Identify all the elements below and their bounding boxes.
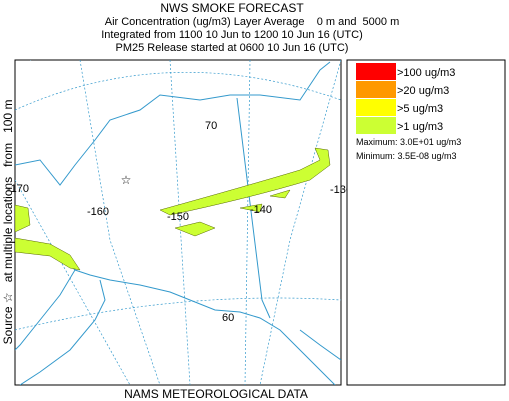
smoke-plume <box>15 237 81 271</box>
coastline <box>299 329 341 361</box>
smoke-plume <box>159 147 331 216</box>
graticule <box>15 71 341 111</box>
legend-swatch <box>356 81 396 98</box>
graticule <box>15 179 131 385</box>
border <box>236 97 271 319</box>
latitude-label: 60 <box>222 312 234 324</box>
coastline <box>15 61 331 186</box>
subtitle: PM25 Release started at 0600 10 Jun 16 (… <box>116 42 349 54</box>
coastline <box>19 279 106 385</box>
longitude-label: -170 <box>7 183 29 195</box>
legend-swatch <box>356 99 396 116</box>
subtitle: Air Concentration (ug/m3) Layer Average … <box>105 16 400 28</box>
source-star: ☆ <box>121 173 132 187</box>
longitude-label: -160 <box>87 206 109 218</box>
legend-swatch <box>356 117 396 134</box>
legend-minimum: Minimum: 3.5E-08 ug/m3 <box>356 151 457 161</box>
legend-swatch <box>356 63 396 80</box>
map-frame <box>14 59 342 386</box>
latitude-label: 70 <box>205 120 217 132</box>
legend-label: >20 ug/m3 <box>397 85 449 97</box>
coastline <box>74 269 336 385</box>
subtitle: Integrated from 1100 10 Jun to 1200 10 J… <box>101 29 363 41</box>
smoke-plume <box>15 204 31 233</box>
longitude-label: -140 <box>250 204 272 216</box>
graticule <box>259 60 341 385</box>
graticule <box>79 60 161 385</box>
graticule <box>15 297 341 331</box>
legend-label: >1 ug/m3 <box>397 121 443 133</box>
legend-label: >5 ug/m3 <box>397 103 443 115</box>
side-label: Source ☆ at multiple locations from 100 … <box>1 100 15 345</box>
smoke-plume <box>174 189 291 237</box>
longitude-label: -150 <box>167 211 189 223</box>
footer: NAMS METEOROLOGICAL DATA <box>124 387 308 401</box>
legend-label: >100 ug/m3 <box>397 67 455 79</box>
legend-maximum: Maximum: 3.0E+01 ug/m3 <box>356 137 461 147</box>
title: NWS SMOKE FORECAST <box>160 1 304 15</box>
